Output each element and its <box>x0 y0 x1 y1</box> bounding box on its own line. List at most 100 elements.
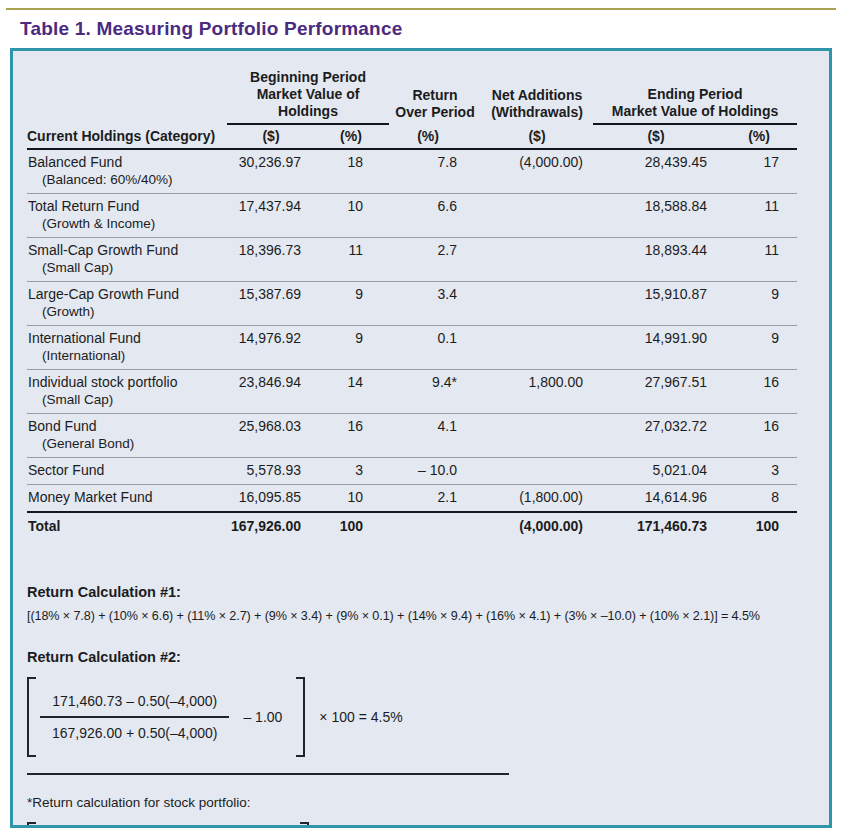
table-row: Large-Cap Growth Fund (Growth) 15,387.69… <box>27 282 797 326</box>
group-header-line: Return <box>412 87 457 103</box>
total-row: Total 167,926.00 100 (4,000.00) 171,460.… <box>27 512 797 540</box>
net-additions <box>481 282 593 326</box>
fund-category: (Growth) <box>28 303 226 320</box>
col-header-beg-dollar: ($) <box>227 124 329 149</box>
return-percent: 0.1 <box>389 326 481 370</box>
col-header-return-percent: (%) <box>389 124 481 149</box>
net-additions <box>481 414 593 458</box>
beg-value: 18,396.73 <box>227 238 329 282</box>
fund-name: Individual stock portfolio <box>28 374 226 391</box>
beg-value: 16,095.85 <box>227 485 329 513</box>
total-net-additions: (4,000.00) <box>481 512 593 540</box>
fund-name: Total Return Fund <box>28 198 226 215</box>
beg-percent: 11 <box>329 238 389 282</box>
return-percent: – 10.0 <box>389 458 481 485</box>
table-row: Money Market Fund 16,095.85 10 2.1 (1,80… <box>27 485 797 513</box>
net-additions <box>481 458 593 485</box>
fund-category: (Balanced: 60%/40%) <box>28 171 226 188</box>
footnote-formula: $27,967.51 – 0.50 ($1,800) $23,846.94 + … <box>27 822 407 828</box>
fund-category: (Small Cap) <box>28 259 226 276</box>
net-additions: (4,000.00) <box>481 149 593 194</box>
fund-cell: Sector Fund <box>27 458 227 485</box>
beg-value: 5,578.93 <box>227 458 329 485</box>
col-header-end-percent: (%) <box>731 124 797 149</box>
table-row: Total Return Fund (Growth & Income) 17,4… <box>27 194 797 238</box>
group-header-row: Beginning Period Market Value of Holding… <box>27 67 797 124</box>
col-header-end-dollar: ($) <box>593 124 731 149</box>
fund-category: (Growth & Income) <box>28 215 226 232</box>
return-percent: 4.1 <box>389 414 481 458</box>
net-additions: (1,800.00) <box>481 485 593 513</box>
beg-value: 25,968.03 <box>227 414 329 458</box>
table-row: Small-Cap Growth Fund (Small Cap) 18,396… <box>27 238 797 282</box>
fund-name: Money Market Fund <box>28 489 226 506</box>
beg-value: 15,387.69 <box>227 282 329 326</box>
beg-percent: 3 <box>329 458 389 485</box>
end-value: 14,614.96 <box>593 485 731 513</box>
group-header-blank <box>27 67 227 124</box>
fund-category: (Small Cap) <box>28 391 226 408</box>
fund-cell: International Fund (International) <box>27 326 227 370</box>
return-percent: 9.4* <box>389 370 481 414</box>
group-header-line: Net Additions <box>492 87 582 103</box>
fund-cell: Money Market Fund <box>27 485 227 513</box>
top-rule <box>6 8 836 10</box>
beg-percent: 10 <box>329 194 389 238</box>
total-end-percent: 100 <box>731 512 797 540</box>
footnote-divider <box>27 773 509 775</box>
calc1-label: Return Calculation #1: <box>27 584 815 600</box>
fund-name: Balanced Fund <box>28 154 226 171</box>
return-percent: 3.4 <box>389 282 481 326</box>
end-percent: 11 <box>731 238 797 282</box>
bracket-left <box>27 822 36 828</box>
end-value: 27,967.51 <box>593 370 731 414</box>
table-panel: Beginning Period Market Value of Holding… <box>10 48 832 828</box>
table-row: Sector Fund 5,578.93 3 – 10.0 5,021.04 3 <box>27 458 797 485</box>
total-end-value: 171,460.73 <box>593 512 731 540</box>
group-header-line: Beginning Period <box>250 69 366 85</box>
return-percent: 6.6 <box>389 194 481 238</box>
minus-one-term: – 1.00 <box>243 709 282 725</box>
end-percent: 16 <box>731 414 797 458</box>
fund-category: (International) <box>28 347 226 364</box>
beg-value: 14,976.92 <box>227 326 329 370</box>
end-value: 28,439.45 <box>593 149 731 194</box>
end-value: 5,021.04 <box>593 458 731 485</box>
bracket-left <box>27 677 36 757</box>
group-header-return: Return Over Period <box>389 67 481 124</box>
beg-value: 17,437.94 <box>227 194 329 238</box>
end-value: 27,032.72 <box>593 414 731 458</box>
beg-percent: 16 <box>329 414 389 458</box>
beg-percent: 10 <box>329 485 389 513</box>
fund-cell: Small-Cap Growth Fund (Small Cap) <box>27 238 227 282</box>
fund-name: Bond Fund <box>28 418 226 435</box>
net-additions <box>481 238 593 282</box>
beg-percent: 9 <box>329 282 389 326</box>
group-header-line: Market Value of Holdings <box>257 86 360 119</box>
fund-name: International Fund <box>28 330 226 347</box>
calc2-result: × 100 = 4.5% <box>319 709 402 725</box>
group-header-beginning: Beginning Period Market Value of Holding… <box>227 67 389 124</box>
fund-category: (General Bond) <box>28 435 226 452</box>
beg-value: 23,846.94 <box>227 370 329 414</box>
beg-value: 30,236.97 <box>227 149 329 194</box>
total-beg-value: 167,926.00 <box>227 512 329 540</box>
calc2-label: Return Calculation #2: <box>27 649 815 665</box>
table-row: Individual stock portfolio (Small Cap) 2… <box>27 370 797 414</box>
bracket-right <box>300 822 309 828</box>
end-percent: 16 <box>731 370 797 414</box>
page: Table 1. Measuring Portfolio Performance… <box>0 8 842 828</box>
end-percent: 9 <box>731 326 797 370</box>
fund-cell: Balanced Fund (Balanced: 60%/40%) <box>27 149 227 194</box>
sub-header-row: Current Holdings (Category) ($) (%) (%) … <box>27 124 797 149</box>
calc1-formula: [(18% × 7.8) + (10% × 6.6) + (11% × 2.7)… <box>27 609 815 623</box>
net-additions: 1,800.00 <box>481 370 593 414</box>
end-value: 18,588.84 <box>593 194 731 238</box>
fraction-denominator: 167,926.00 + 0.50(–4,000) <box>40 718 229 741</box>
return-percent: 2.7 <box>389 238 481 282</box>
group-header-net-additions: Net Additions (Withdrawals) <box>481 67 593 124</box>
fund-cell: Bond Fund (General Bond) <box>27 414 227 458</box>
fund-name: Large-Cap Growth Fund <box>28 286 226 303</box>
table-row: Bond Fund (General Bond) 25,968.03 16 4.… <box>27 414 797 458</box>
col-header-current-holdings: Current Holdings (Category) <box>27 124 227 149</box>
